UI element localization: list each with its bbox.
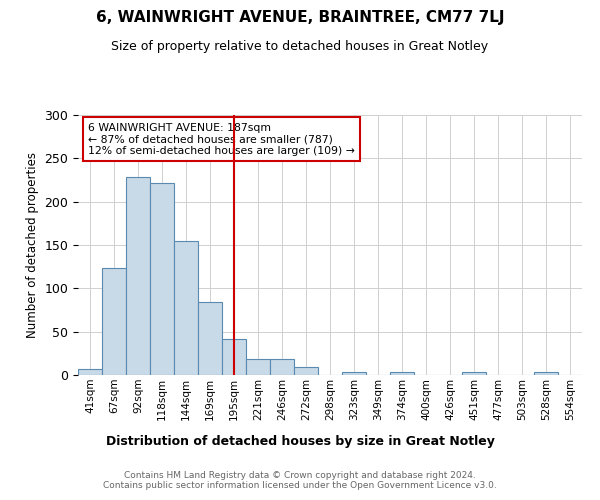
Bar xyxy=(294,367,318,375)
Bar xyxy=(150,182,174,375)
Bar xyxy=(270,360,294,375)
Text: Contains HM Land Registry data © Crown copyright and database right 2024.
Contai: Contains HM Land Registry data © Crown c… xyxy=(103,470,497,490)
Bar xyxy=(78,369,102,375)
Text: Distribution of detached houses by size in Great Notley: Distribution of detached houses by size … xyxy=(106,435,494,448)
Bar xyxy=(198,302,222,375)
Bar xyxy=(246,360,270,375)
Bar xyxy=(534,372,558,375)
Text: Size of property relative to detached houses in Great Notley: Size of property relative to detached ho… xyxy=(112,40,488,53)
Bar xyxy=(126,178,150,375)
Text: 6, WAINWRIGHT AVENUE, BRAINTREE, CM77 7LJ: 6, WAINWRIGHT AVENUE, BRAINTREE, CM77 7L… xyxy=(96,10,504,25)
Y-axis label: Number of detached properties: Number of detached properties xyxy=(26,152,39,338)
Bar xyxy=(390,372,414,375)
Bar xyxy=(174,240,198,375)
Bar xyxy=(342,372,366,375)
Bar xyxy=(102,268,126,375)
Text: 6 WAINWRIGHT AVENUE: 187sqm
← 87% of detached houses are smaller (787)
12% of se: 6 WAINWRIGHT AVENUE: 187sqm ← 87% of det… xyxy=(88,123,355,156)
Bar xyxy=(462,372,486,375)
Bar xyxy=(222,338,246,375)
